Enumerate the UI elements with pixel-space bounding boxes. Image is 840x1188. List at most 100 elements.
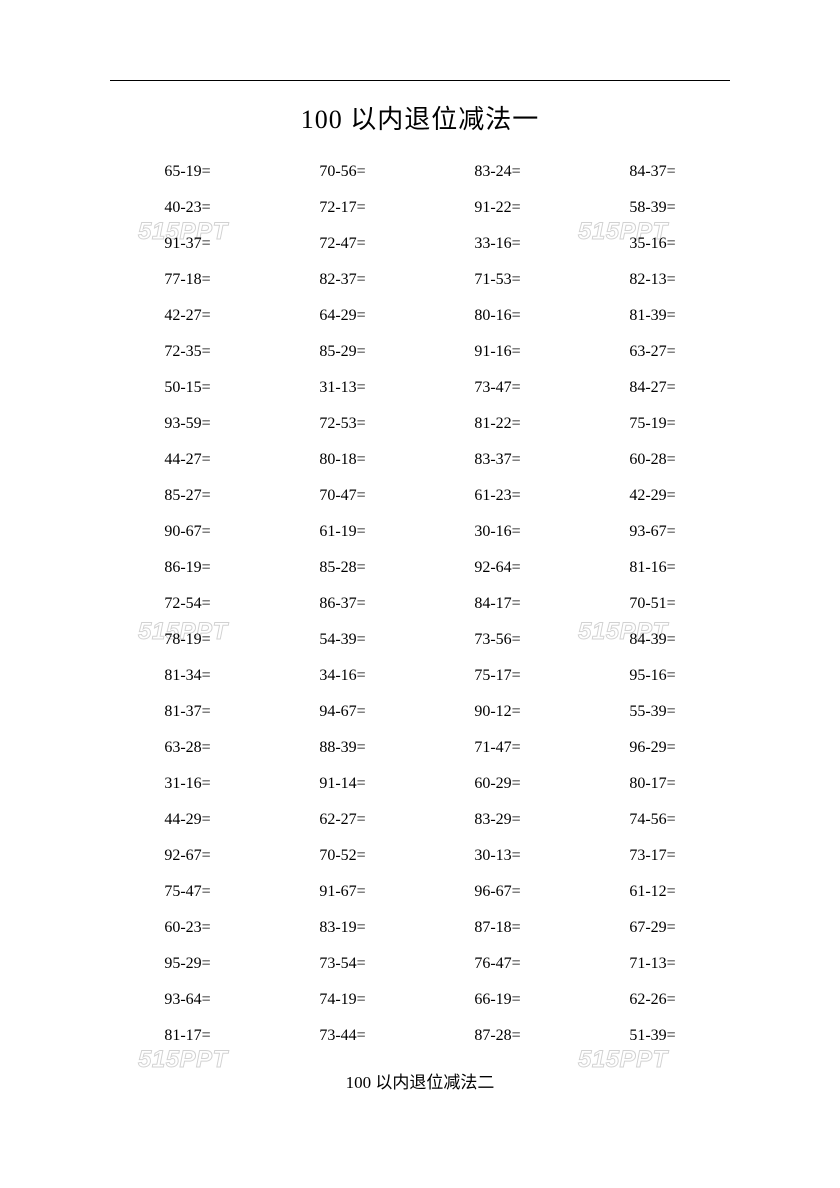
problem-cell: 72-54= <box>110 586 265 622</box>
table-row: 63-28=88-39=71-47=96-29= <box>110 730 730 766</box>
problems-tbody: 65-19=70-56=83-24=84-37=40-23=72-17=91-2… <box>110 154 730 1054</box>
table-row: 92-67=70-52=30-13=73-17= <box>110 838 730 874</box>
problem-cell: 90-12= <box>420 694 575 730</box>
problem-cell: 80-16= <box>420 298 575 334</box>
problem-cell: 54-39= <box>265 622 420 658</box>
problem-cell: 86-37= <box>265 586 420 622</box>
problem-cell: 71-13= <box>575 946 730 982</box>
problem-cell: 92-67= <box>110 838 265 874</box>
problem-cell: 73-17= <box>575 838 730 874</box>
problem-cell: 77-18= <box>110 262 265 298</box>
table-row: 44-29=62-27=83-29=74-56= <box>110 802 730 838</box>
problem-cell: 66-19= <box>420 982 575 1018</box>
problem-cell: 64-29= <box>265 298 420 334</box>
problem-cell: 75-17= <box>420 658 575 694</box>
table-row: 93-64=74-19=66-19=62-26= <box>110 982 730 1018</box>
problem-cell: 71-47= <box>420 730 575 766</box>
problem-cell: 81-16= <box>575 550 730 586</box>
problem-cell: 91-67= <box>265 874 420 910</box>
problem-cell: 91-16= <box>420 334 575 370</box>
problem-cell: 72-47= <box>265 226 420 262</box>
problem-cell: 33-16= <box>420 226 575 262</box>
problem-cell: 87-28= <box>420 1018 575 1054</box>
problem-cell: 87-18= <box>420 910 575 946</box>
problem-cell: 76-47= <box>420 946 575 982</box>
problem-cell: 86-19= <box>110 550 265 586</box>
problem-cell: 81-34= <box>110 658 265 694</box>
table-row: 85-27=70-47=61-23=42-29= <box>110 478 730 514</box>
problem-cell: 82-37= <box>265 262 420 298</box>
problem-cell: 83-24= <box>420 154 575 190</box>
problem-cell: 30-13= <box>420 838 575 874</box>
problem-cell: 81-17= <box>110 1018 265 1054</box>
problem-cell: 31-16= <box>110 766 265 802</box>
problem-cell: 34-16= <box>265 658 420 694</box>
problem-cell: 81-22= <box>420 406 575 442</box>
problem-cell: 60-29= <box>420 766 575 802</box>
table-row: 78-19=54-39=73-56=84-39= <box>110 622 730 658</box>
table-row: 91-37=72-47=33-16=35-16= <box>110 226 730 262</box>
problem-cell: 67-29= <box>575 910 730 946</box>
problem-cell: 60-23= <box>110 910 265 946</box>
problem-cell: 63-27= <box>575 334 730 370</box>
problem-cell: 70-52= <box>265 838 420 874</box>
problem-cell: 90-67= <box>110 514 265 550</box>
problem-cell: 75-19= <box>575 406 730 442</box>
table-row: 42-27=64-29=80-16=81-39= <box>110 298 730 334</box>
table-row: 31-16=91-14=60-29=80-17= <box>110 766 730 802</box>
problem-cell: 61-23= <box>420 478 575 514</box>
problem-cell: 93-59= <box>110 406 265 442</box>
problem-cell: 30-16= <box>420 514 575 550</box>
table-row: 95-29=73-54=76-47=71-13= <box>110 946 730 982</box>
problem-cell: 61-12= <box>575 874 730 910</box>
table-row: 65-19=70-56=83-24=84-37= <box>110 154 730 190</box>
problem-cell: 78-19= <box>110 622 265 658</box>
table-row: 44-27=80-18=83-37=60-28= <box>110 442 730 478</box>
problem-cell: 55-39= <box>575 694 730 730</box>
problem-cell: 70-51= <box>575 586 730 622</box>
problem-cell: 92-64= <box>420 550 575 586</box>
problem-cell: 93-67= <box>575 514 730 550</box>
problem-cell: 73-54= <box>265 946 420 982</box>
problem-cell: 85-28= <box>265 550 420 586</box>
problem-cell: 51-39= <box>575 1018 730 1054</box>
problem-cell: 91-22= <box>420 190 575 226</box>
problem-cell: 95-16= <box>575 658 730 694</box>
problem-cell: 70-56= <box>265 154 420 190</box>
page-title: 100 以内退位减法一 <box>110 99 730 136</box>
problem-cell: 50-15= <box>110 370 265 406</box>
problem-cell: 73-47= <box>420 370 575 406</box>
problem-cell: 88-39= <box>265 730 420 766</box>
problem-cell: 61-19= <box>265 514 420 550</box>
table-row: 40-23=72-17=91-22=58-39= <box>110 190 730 226</box>
problem-cell: 93-64= <box>110 982 265 1018</box>
problem-cell: 58-39= <box>575 190 730 226</box>
table-row: 72-35=85-29=91-16=63-27= <box>110 334 730 370</box>
problem-cell: 82-13= <box>575 262 730 298</box>
table-row: 90-67=61-19=30-16=93-67= <box>110 514 730 550</box>
table-row: 72-54=86-37=84-17=70-51= <box>110 586 730 622</box>
table-row: 77-18=82-37=71-53=82-13= <box>110 262 730 298</box>
problem-cell: 42-27= <box>110 298 265 334</box>
problem-cell: 63-28= <box>110 730 265 766</box>
problem-cell: 81-37= <box>110 694 265 730</box>
table-row: 81-37=94-67=90-12=55-39= <box>110 694 730 730</box>
table-row: 86-19=85-28=92-64=81-16= <box>110 550 730 586</box>
table-row: 60-23=83-19=87-18=67-29= <box>110 910 730 946</box>
table-row: 50-15=31-13=73-47=84-27= <box>110 370 730 406</box>
problem-cell: 70-47= <box>265 478 420 514</box>
problem-cell: 35-16= <box>575 226 730 262</box>
problem-cell: 96-67= <box>420 874 575 910</box>
problem-cell: 72-35= <box>110 334 265 370</box>
problem-cell: 84-39= <box>575 622 730 658</box>
problem-cell: 44-27= <box>110 442 265 478</box>
problem-cell: 74-56= <box>575 802 730 838</box>
problem-cell: 62-26= <box>575 982 730 1018</box>
problem-cell: 73-56= <box>420 622 575 658</box>
table-row: 75-47=91-67=96-67=61-12= <box>110 874 730 910</box>
problems-table: 65-19=70-56=83-24=84-37=40-23=72-17=91-2… <box>110 154 730 1054</box>
problem-cell: 72-17= <box>265 190 420 226</box>
problem-cell: 85-27= <box>110 478 265 514</box>
problem-cell: 65-19= <box>110 154 265 190</box>
problem-cell: 83-37= <box>420 442 575 478</box>
